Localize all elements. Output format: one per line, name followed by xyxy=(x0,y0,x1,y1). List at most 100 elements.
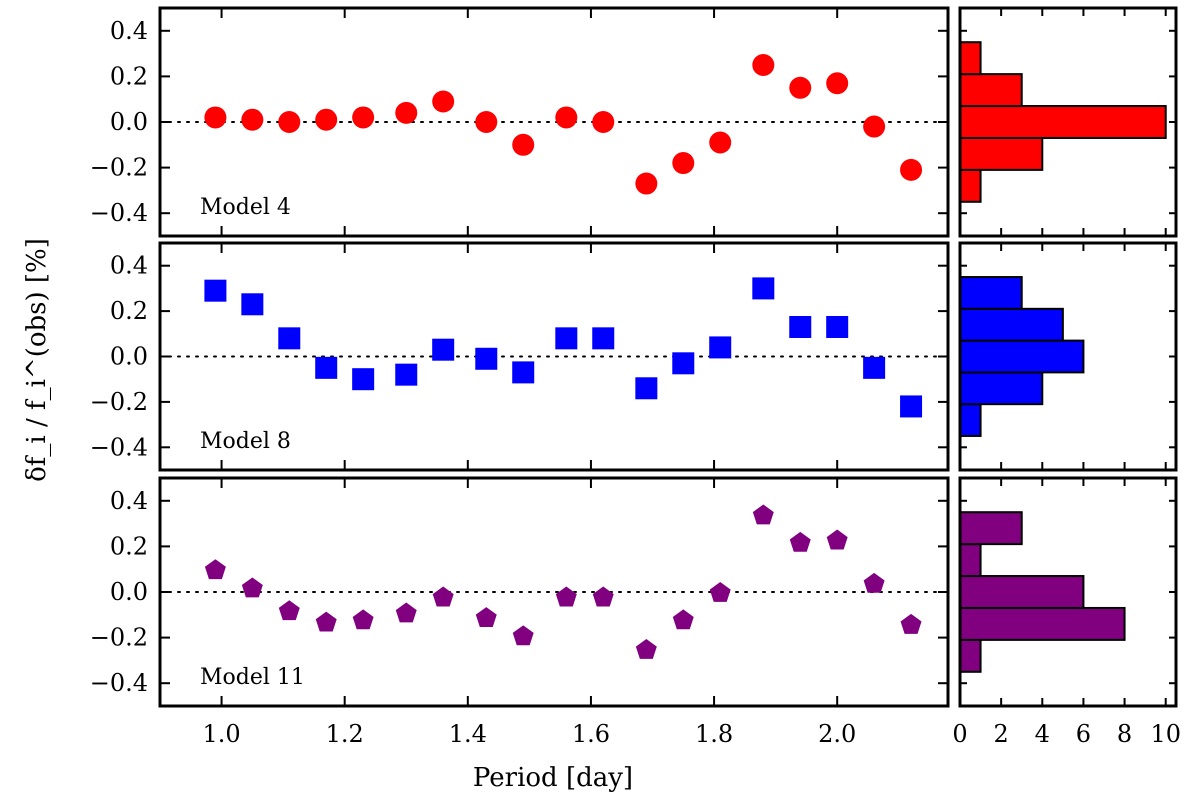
data-point xyxy=(395,101,418,124)
histogram-bar xyxy=(959,606,1126,641)
data-point xyxy=(592,327,615,350)
data-point xyxy=(826,72,849,95)
scatter-frame xyxy=(158,6,950,238)
y-axis-label: δf_i / f_i^(obs) [%] xyxy=(22,238,52,482)
data-point xyxy=(900,395,923,418)
histogram-panel-2 xyxy=(958,241,1178,472)
x-tick-label: 1.6 xyxy=(572,720,610,748)
histogram-bar xyxy=(959,339,1085,374)
data-point xyxy=(635,639,657,659)
histogram-frame xyxy=(958,476,1178,708)
data-point xyxy=(395,363,418,386)
data-point xyxy=(432,338,455,361)
data-point xyxy=(555,327,578,350)
y-tick-label: −0.2 xyxy=(90,624,148,652)
y-tick-label: 0.4 xyxy=(110,17,148,45)
histogram-bar xyxy=(959,105,1167,139)
hist-x-tick-label: 10 xyxy=(1150,720,1181,748)
histogram-bar xyxy=(959,41,982,76)
x-tick-label: 1.2 xyxy=(326,720,364,748)
hist-x-tick-label: 0 xyxy=(952,720,967,748)
data-point xyxy=(789,76,812,99)
data-point xyxy=(278,327,301,350)
scatter-frame xyxy=(158,241,950,472)
data-point xyxy=(241,577,263,598)
scatter-panel-1: 0.4 0.2 0.0 −0.2 −0.4 Model 4 xyxy=(90,6,1176,238)
y-tick-label: −0.2 xyxy=(90,388,148,416)
data-point xyxy=(900,158,923,181)
scatter-panel-3: 0.4 0.2 0.0 −0.2 −0.4 Model 11 xyxy=(90,476,1176,708)
hist-x-tick-label: 6 xyxy=(1076,720,1091,748)
data-point xyxy=(512,361,535,384)
histogram-bar xyxy=(959,168,982,203)
histogram-panel-1 xyxy=(958,6,1178,238)
data-point xyxy=(752,277,775,300)
histogram-bar xyxy=(959,371,1044,406)
y-tick-label: 0.2 xyxy=(110,532,148,560)
data-point xyxy=(241,108,264,131)
data-point xyxy=(826,529,848,550)
data-point xyxy=(204,279,227,302)
data-point xyxy=(352,368,375,391)
data-point xyxy=(352,106,375,129)
data-point xyxy=(395,602,417,623)
histogram-panels xyxy=(958,6,1178,708)
data-point xyxy=(352,609,374,630)
y-tick-label: 0.4 xyxy=(110,487,148,515)
y-tick-label: 0.0 xyxy=(110,108,148,136)
y-tick-label: −0.4 xyxy=(90,669,148,697)
hist-x-tick-label: 4 xyxy=(1035,720,1050,748)
histogram-bar xyxy=(959,543,982,578)
y-tick-label: 0.4 xyxy=(110,252,148,280)
histogram-bar xyxy=(959,136,1044,171)
y-tick-label: 0.2 xyxy=(110,62,148,90)
histogram-bar xyxy=(959,73,1023,108)
data-point xyxy=(789,315,812,338)
data-point xyxy=(555,586,577,607)
histogram-bar xyxy=(959,403,982,437)
data-point xyxy=(863,115,886,138)
data-point xyxy=(863,356,886,379)
data-point xyxy=(789,531,811,552)
data-point xyxy=(635,377,658,400)
data-point xyxy=(204,106,227,129)
histogram-bar xyxy=(959,307,1064,342)
histogram-bar xyxy=(959,511,1023,546)
histogram-panel-3 xyxy=(958,476,1178,708)
histogram-bar xyxy=(959,575,1085,609)
data-point xyxy=(752,504,774,525)
data-point xyxy=(592,111,615,133)
data-point xyxy=(752,54,775,76)
data-point xyxy=(315,356,338,379)
model-label: Model 8 xyxy=(200,429,291,454)
histogram-frame xyxy=(958,241,1178,472)
data-point xyxy=(204,559,226,580)
x-tick-label: 1.0 xyxy=(202,720,240,748)
y-tick-label: 0.2 xyxy=(110,297,148,325)
histogram-bar xyxy=(959,276,1023,310)
model-label: Model 4 xyxy=(200,195,291,220)
data-point xyxy=(555,106,578,129)
x-tick-label: 1.8 xyxy=(695,720,733,748)
histogram-frame xyxy=(958,6,1178,238)
data-point xyxy=(826,315,849,338)
data-point xyxy=(512,625,534,646)
data-point xyxy=(475,347,498,370)
data-point xyxy=(241,293,264,316)
y-tick-label: 0.0 xyxy=(110,343,148,371)
scatter-frame xyxy=(158,476,950,708)
x-axis-label: Period [day] xyxy=(473,763,633,793)
data-point xyxy=(315,611,337,632)
data-point xyxy=(278,600,300,621)
data-point xyxy=(635,172,658,195)
y-tick-label: −0.4 xyxy=(90,199,148,227)
data-point xyxy=(672,609,694,630)
hist-x-tick-label: 2 xyxy=(994,720,1009,748)
hist-x-tick-label: 8 xyxy=(1117,720,1132,748)
y-tick-label: 0.0 xyxy=(110,578,148,606)
scatter-panel-2: 0.4 0.2 0.0 −0.2 −0.4 Model 8 xyxy=(90,241,1176,472)
data-point xyxy=(709,336,732,359)
axes: Period [day] δf_i / f_i^(obs) [%] 1.0 1.2… xyxy=(22,238,1181,793)
data-point xyxy=(512,133,535,156)
